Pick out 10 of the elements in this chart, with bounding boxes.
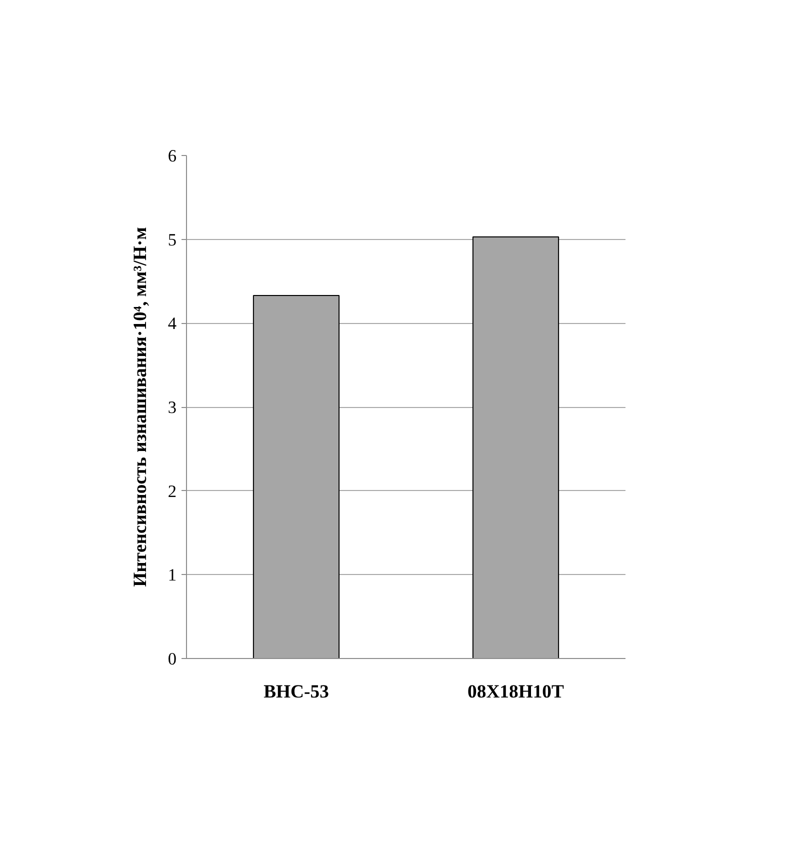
x-tick-label: 08Х18Н10Т bbox=[468, 682, 565, 702]
x-tick-label: ВНС-53 bbox=[264, 682, 329, 702]
y-tick-label: 5 bbox=[168, 230, 177, 250]
y-tick-label: 0 bbox=[168, 650, 177, 668]
y-tick-label: 1 bbox=[168, 566, 177, 585]
y-axis-title: Интенсивность изнашивания·10⁴, мм³/Н·м bbox=[130, 226, 151, 587]
y-tick-label: 4 bbox=[168, 314, 177, 334]
y-tick-label: 2 bbox=[168, 482, 177, 501]
y-tick-label: 3 bbox=[168, 398, 177, 417]
y-tick-label: 6 bbox=[168, 146, 177, 166]
